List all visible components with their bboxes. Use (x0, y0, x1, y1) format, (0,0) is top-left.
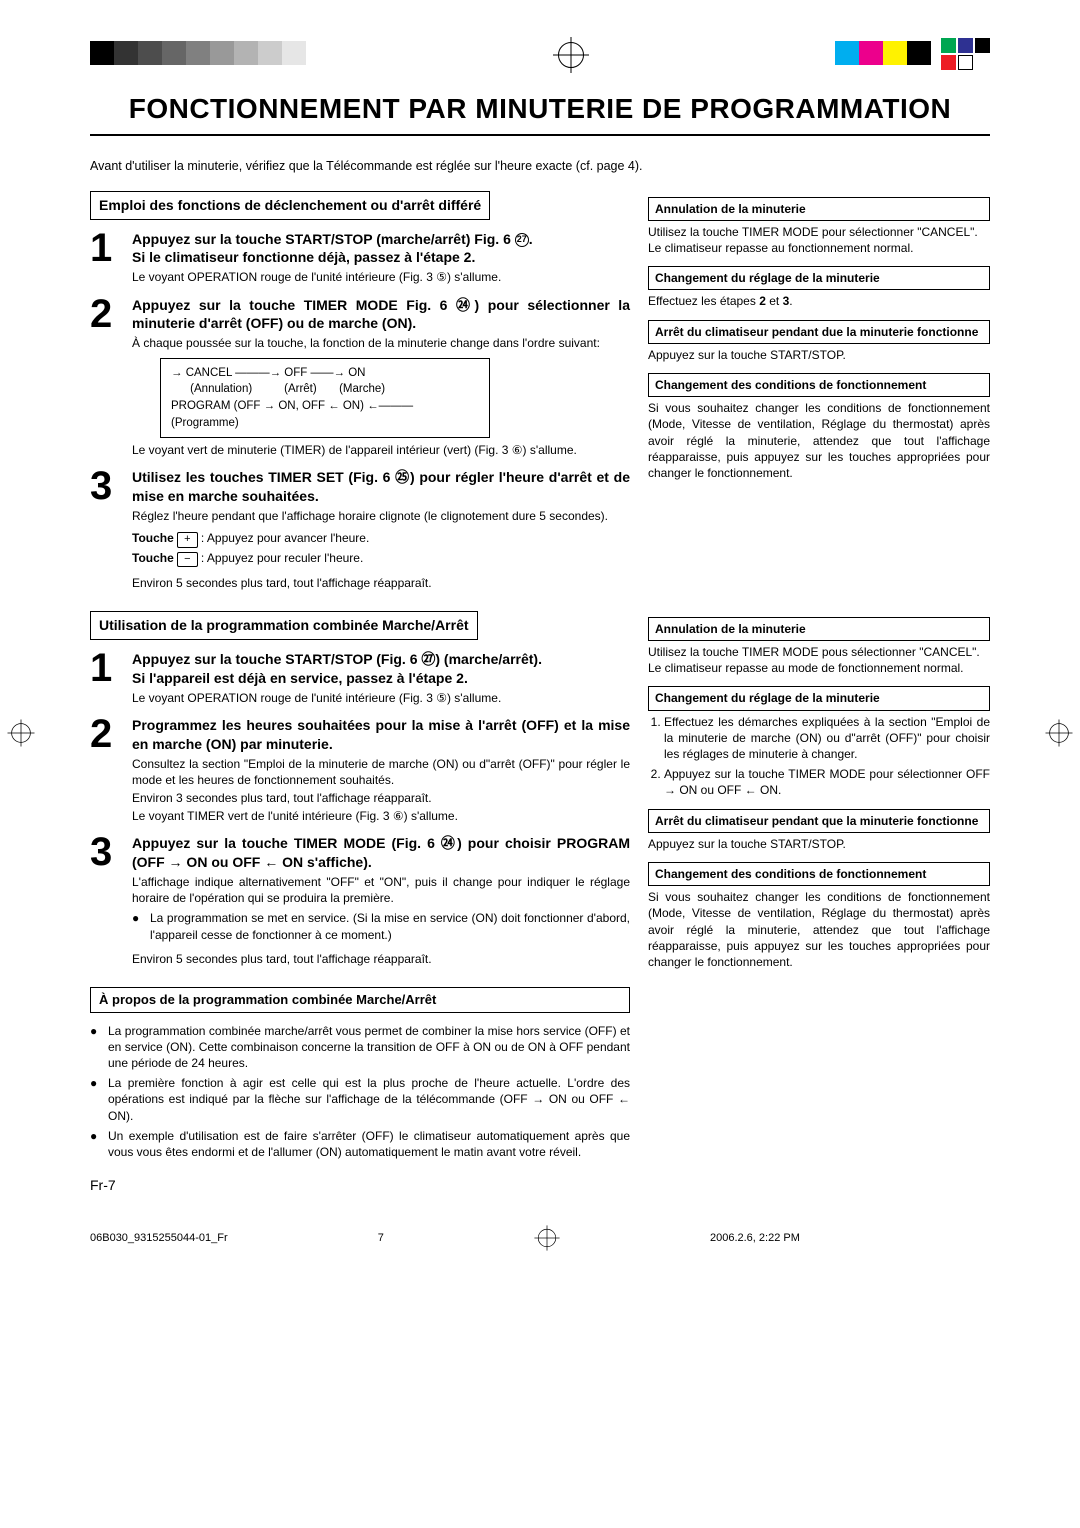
side-a-b1: Utilisez la touche TIMER MODE pour sélec… (648, 224, 990, 256)
bullet-icon: ● (90, 1128, 102, 1160)
step-number: 1 (90, 230, 122, 286)
section-b-step-1: 1 Appuyez sur la touche START/STOP (Fig.… (90, 650, 630, 706)
step-number: 1 (90, 650, 122, 706)
step-number: 3 (90, 834, 122, 967)
side-a-b4: Si vous souhaitez changer les conditions… (648, 400, 990, 481)
side-b-t3: Arrêt du climatiseur pendant que la minu… (648, 809, 990, 833)
side-a-t1: Annulation de la minuterie (648, 197, 990, 221)
page-number: Fr-7 (90, 1176, 990, 1195)
bullet-icon: ● (90, 1075, 102, 1124)
minus-key-icon: − (177, 552, 197, 567)
section-a-step-2: 2 Appuyez sur la touche TIMER MODE Fig. … (90, 296, 630, 459)
footer: 06B030_9315255044-01_Fr 7 2006.2.6, 2:22… (90, 1225, 990, 1251)
ref-27-icon: 27 (515, 233, 529, 247)
bullet-icon: ● (132, 910, 144, 942)
crop-mark-right (1049, 723, 1069, 743)
section-b-step-3: 3 Appuyez sur la touche TIMER MODE (Fig.… (90, 834, 630, 967)
section-a-header: Emploi des fonctions de déclenchement ou… (90, 191, 490, 220)
side-b-t4: Changement des conditions de fonctionnem… (648, 862, 990, 886)
crop-mark-bottom (538, 1229, 556, 1247)
page-title: FONCTIONNEMENT PAR MINUTERIE DE PROGRAMM… (90, 90, 990, 136)
side-a-t4: Changement des conditions de fonctionnem… (648, 373, 990, 397)
section-b-header: Utilisation de la programmation combinée… (90, 611, 478, 640)
side-a-b3: Appuyez sur la touche START/STOP. (648, 347, 990, 363)
footer-right: 2006.2.6, 2:22 PM (710, 1231, 800, 1246)
side-b-t1: Annulation de la minuterie (648, 617, 990, 641)
bullet-icon: ● (90, 1023, 102, 1072)
side-b-b1: Utilisez la touche TIMER MODE pous sélec… (648, 644, 990, 676)
side-b-b3: Appuyez sur la touche START/STOP. (648, 836, 990, 852)
side-a-t3: Arrêt du climatiseur pendant due la minu… (648, 320, 990, 344)
crop-mark-left (11, 723, 31, 743)
side-b-t2: Changement du réglage de la minuterie (648, 686, 990, 710)
side-b-b4: Si vous souhaitez changer les conditions… (648, 889, 990, 970)
step-number: 2 (90, 296, 122, 459)
step-number: 3 (90, 468, 122, 591)
crop-mark-top (558, 42, 584, 68)
section-a-step-3: 3 Utilisez les touches TIMER SET (Fig. 6… (90, 468, 630, 591)
mode-flow-diagram: → CANCEL ———→ OFF ——→ ON (Annulation) (A… (160, 358, 490, 439)
plus-key-icon: + (177, 532, 197, 547)
side-a-b2: Effectuez les étapes 2 et 3. (648, 293, 990, 309)
side-a-t2: Changement du réglage de la minuterie (648, 266, 990, 290)
footer-mid: 7 (378, 1231, 384, 1246)
intro-text: Avant d'utiliser la minuterie, vérifiez … (90, 158, 990, 175)
section-a-step-1: 1 Appuyez sur la touche START/STOP (marc… (90, 230, 630, 286)
about-header: À propos de la programmation combinée Ma… (90, 987, 630, 1013)
footer-left: 06B030_9315255044-01_Fr (90, 1231, 228, 1246)
registration-bar (90, 30, 990, 80)
